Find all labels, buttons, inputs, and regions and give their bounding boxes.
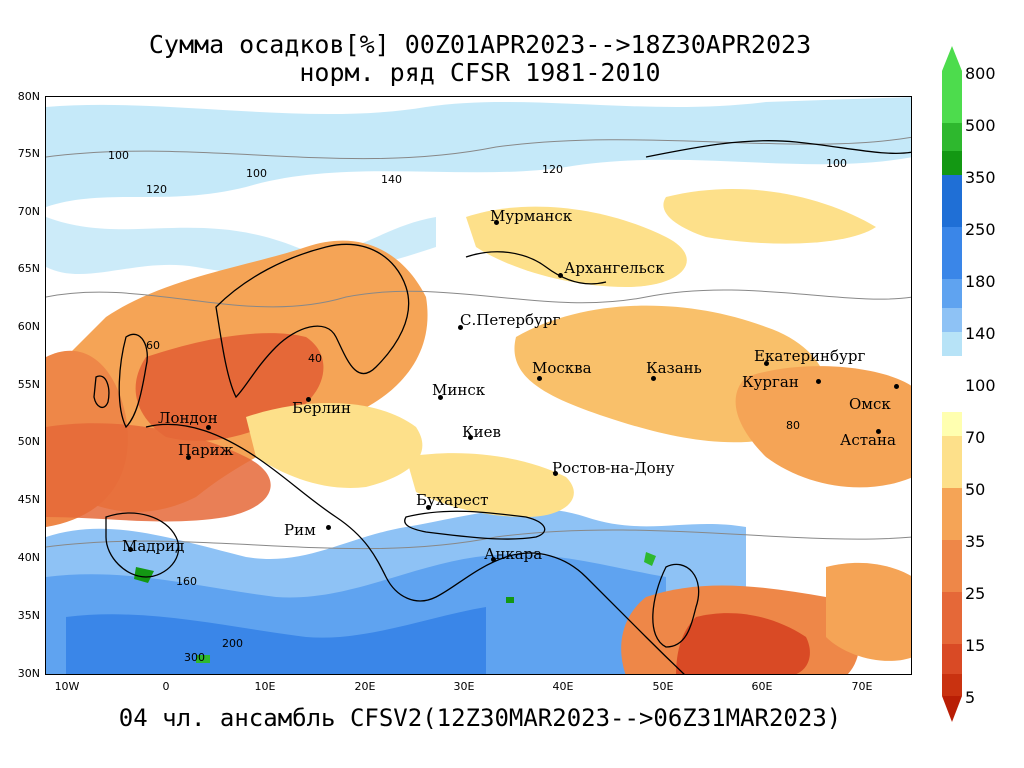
city-yekaterinburg: Екатеринбург — [754, 347, 866, 365]
legend-label-25: 25 — [965, 584, 986, 603]
legend-label-15: 15 — [965, 636, 986, 655]
legend-label-140: 140 — [965, 324, 996, 343]
contour-label: 300 — [184, 651, 205, 664]
legend-label-100: 100 — [965, 376, 996, 395]
lon-label-30e: 30E — [453, 680, 475, 693]
ensemble-footer: 04 чл. ансамбль CFSV2(12Z30MAR2023-->06Z… — [118, 704, 842, 732]
lat-label-55n: 55N — [17, 378, 40, 391]
lon-label-10w: 10W — [54, 680, 80, 693]
legend-label-35: 35 — [965, 532, 986, 551]
contour-label: 60 — [146, 339, 160, 352]
color-legend — [940, 46, 1020, 726]
city-murmansk: Мурманск — [490, 207, 573, 225]
lat-label-65n: 65N — [17, 262, 40, 275]
contour-label: 200 — [222, 637, 243, 650]
city-st-petersburg: С.Петербург — [460, 311, 561, 329]
legend-label-350: 350 — [965, 168, 996, 187]
legend-label-500: 500 — [965, 116, 996, 135]
city-ankara: Анкара — [484, 545, 543, 563]
lon-label-40e: 40E — [552, 680, 574, 693]
legend-label-800: 800 — [965, 64, 996, 83]
contour-label: 40 — [308, 352, 322, 365]
city-rome: Рим — [284, 521, 316, 539]
lat-label-50n: 50N — [17, 435, 40, 448]
contour-label: 100 — [246, 167, 267, 180]
city-rostov: Ростов-на-Дону — [552, 459, 675, 477]
city-omsk: Омск — [849, 395, 891, 413]
lon-label-20e: 20E — [354, 680, 376, 693]
lon-label-10e: 10E — [254, 680, 276, 693]
city-bucharest: Бухарест — [416, 491, 489, 509]
lat-label-70n: 70N — [17, 205, 40, 218]
legend-label-70: 70 — [965, 428, 986, 447]
contour-label: 140 — [381, 173, 402, 186]
contour-label: 120 — [542, 163, 563, 176]
city-berlin: Берлин — [292, 399, 352, 417]
contour-label: 160 — [176, 575, 197, 588]
precipitation-map: 100 120 100 140 120 100 80 60 40 160 200… — [45, 96, 912, 675]
contour-label: 80 — [786, 419, 800, 432]
legend-label-250: 250 — [965, 220, 996, 239]
lat-label-35n: 35N — [17, 609, 40, 622]
lon-label-0: 0 — [162, 680, 170, 693]
city-london: Лондон — [158, 409, 218, 427]
legend-label-180: 180 — [965, 272, 996, 291]
lat-label-75n: 75N — [17, 147, 40, 160]
legend-label-5: 5 — [965, 688, 976, 707]
lon-label-50e: 50E — [652, 680, 674, 693]
city-madrid: Мадрид — [122, 537, 185, 555]
contour-label: 120 — [146, 183, 167, 196]
contour-label: 100 — [108, 149, 129, 162]
contour-label: 100 — [826, 157, 847, 170]
precipitation-field — [46, 97, 911, 674]
legend-colorbar — [942, 46, 962, 722]
lat-label-30n: 30N — [17, 667, 40, 680]
city-kurgan: Курган — [742, 373, 799, 391]
city-kyiv: Киев — [462, 423, 501, 441]
city-arkhangelsk: Архангельск — [564, 259, 665, 277]
city-minsk: Минск — [432, 381, 486, 399]
lat-label-60n: 60N — [17, 320, 40, 333]
lon-label-60e: 60E — [751, 680, 773, 693]
map-title-line1: Сумма осадков[%] 00Z01APR2023-->18Z30APR… — [148, 30, 812, 59]
city-paris: Париж — [178, 441, 234, 459]
lat-label-45n: 45N — [17, 493, 40, 506]
lon-label-70e: 70E — [851, 680, 873, 693]
city-moscow: Москва — [532, 359, 592, 377]
lat-label-40n: 40N — [17, 551, 40, 564]
city-kazan: Казань — [646, 359, 702, 377]
lat-label-80n: 80N — [17, 90, 40, 103]
legend-label-50: 50 — [965, 480, 986, 499]
city-astana: Астана — [840, 431, 896, 449]
map-title-line2: норм. ряд CFSR 1981-2010 — [299, 58, 661, 87]
